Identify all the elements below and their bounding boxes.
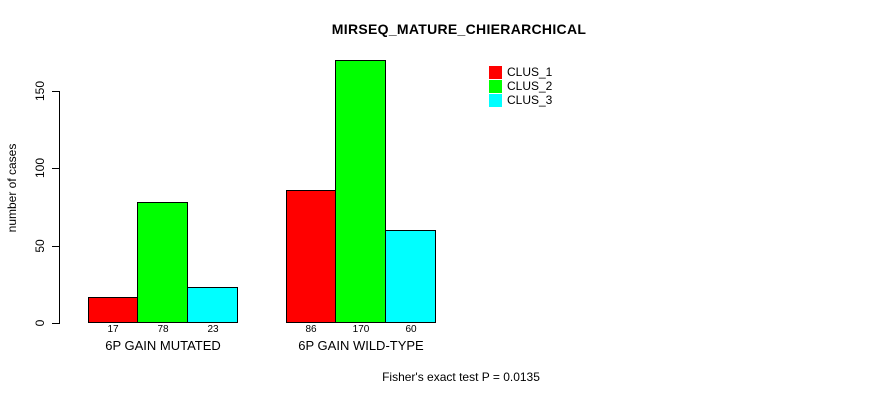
y-axis-tick — [52, 91, 60, 92]
legend-label: CLUS_3 — [507, 93, 553, 107]
bar-clus_1-group2 — [286, 190, 336, 323]
bar-value-label: 170 — [352, 324, 370, 335]
y-axis-tick — [52, 323, 60, 324]
bar-value-label: 86 — [305, 324, 317, 335]
bar-clus_2-group2 — [335, 60, 386, 323]
fisher-test-annotation: Fisher's exact test P = 0.0135 — [382, 370, 540, 384]
bar-value-label: 78 — [157, 324, 169, 335]
legend-label: CLUS_1 — [507, 65, 553, 79]
legend-entry: CLUS_3 — [489, 93, 552, 107]
y-axis-tick-label: 100 — [33, 157, 47, 179]
chart-title: MIRSEQ_MATURE_CHIERARCHICAL — [331, 21, 587, 37]
legend-swatch-clus_1 — [489, 65, 502, 79]
y-axis-tick-label: 0 — [33, 319, 47, 327]
bar-clus_3-group1 — [187, 287, 238, 323]
bar-value-label: 23 — [207, 324, 219, 335]
y-axis-tick-label: 150 — [33, 80, 47, 102]
y-axis-tick — [52, 246, 60, 247]
bar-value-label: 60 — [405, 324, 417, 335]
category-label: 6P GAIN WILD-TYPE — [298, 338, 424, 353]
y-axis-tick — [52, 168, 60, 169]
category-label: 6P GAIN MUTATED — [105, 338, 221, 353]
bar-value-label: 17 — [107, 324, 119, 335]
bar-clus_3-group2 — [385, 230, 436, 323]
legend: CLUS_1 CLUS_2 CLUS_3 — [489, 65, 552, 107]
legend-entry: CLUS_1 — [489, 65, 552, 79]
legend-swatch-clus_2 — [489, 79, 502, 93]
bar-clus_2-group1 — [137, 202, 188, 323]
legend-label: CLUS_2 — [507, 79, 553, 93]
legend-swatch-clus_3 — [489, 93, 502, 107]
legend-entry: CLUS_2 — [489, 79, 552, 93]
y-axis-tick-label: 50 — [33, 239, 47, 253]
y-axis-line — [59, 91, 60, 324]
bar-clus_1-group1 — [88, 297, 138, 323]
